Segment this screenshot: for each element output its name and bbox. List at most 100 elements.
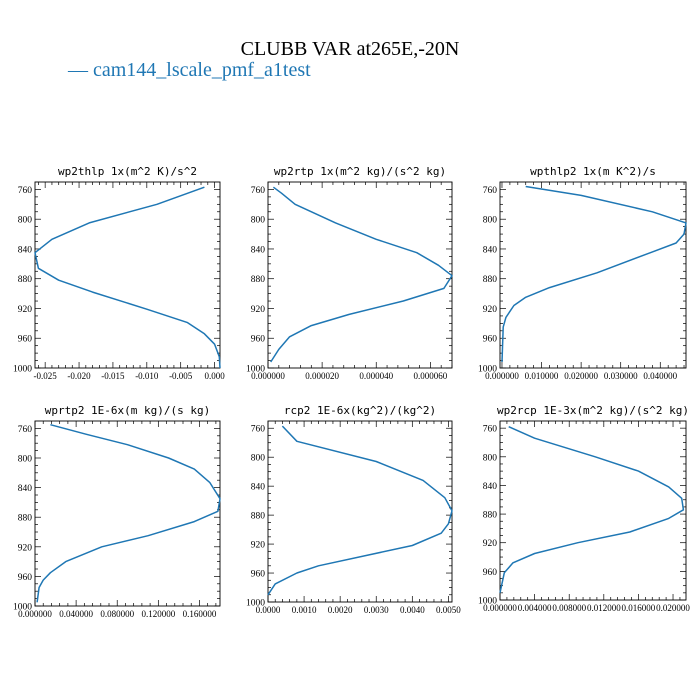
y-tick-label: 760 — [18, 186, 33, 196]
x-tick-label: 0.030000 — [604, 371, 638, 381]
y-tick-label: 960 — [18, 335, 33, 345]
x-tick-label: 0.000000 — [483, 603, 517, 613]
panel-title: wp2rcp 1E-3x(m^2 kg)/(s^2 kg) — [497, 404, 689, 417]
x-tick-label: 0.008000 — [552, 603, 586, 613]
y-tick-label: 880 — [18, 514, 33, 524]
chart-panel-3: wpthlp2 1x(m K^2)/s 760 800 840 880 920 960 100… — [478, 165, 687, 381]
y-tick-label: 920 — [18, 543, 33, 553]
x-tick-label: 0.016000 — [622, 603, 656, 613]
y-tick-label: 760 — [483, 186, 498, 196]
y-tick-label: 1000 — [478, 597, 497, 607]
x-tick-label: 0.0050 — [436, 605, 461, 615]
y-tick-label: 960 — [251, 570, 266, 580]
panel-title: wpthlp2 1x(m K^2)/s — [530, 165, 656, 178]
x-tick-label: -0.005 — [169, 371, 193, 381]
x-tick-label: 0.004000 — [518, 603, 552, 613]
y-tick-label: 800 — [483, 453, 498, 463]
y-tick-label: 800 — [251, 454, 266, 464]
y-tick-label: 840 — [18, 245, 33, 255]
y-tick-label: 960 — [483, 568, 498, 578]
x-tick-label: 0.000040 — [359, 371, 393, 381]
chart-panel-6: wp2rcp 1E-3x(m^2 kg)/(s^2 kg) 760 800 840 88… — [478, 404, 690, 613]
plot-frame — [499, 181, 687, 369]
y-tick-label: 880 — [251, 512, 266, 522]
y-tick-label: 760 — [251, 425, 266, 435]
x-tick-label: 0.0040 — [400, 605, 425, 615]
y-tick-label: 1000 — [478, 365, 497, 375]
x-tick-label: -0.015 — [101, 371, 125, 381]
x-tick-label: 0.000060 — [413, 371, 447, 381]
y-tick-label: 1000 — [246, 599, 265, 609]
y-tick-label: 960 — [251, 335, 266, 345]
x-tick-label: 0.0010 — [292, 605, 317, 615]
x-tick-label: -0.025 — [34, 371, 58, 381]
y-tick-label: 800 — [483, 216, 498, 226]
y-tick-label: 800 — [18, 216, 33, 226]
chart-panel-5: rcp2 1E-6x(kg^2)/(kg^2) 760 800 840 880 920 96… — [246, 404, 461, 615]
x-tick-label: -0.010 — [135, 371, 159, 381]
y-tick-label: 1000 — [13, 603, 32, 613]
plot-frame — [34, 420, 221, 607]
y-tick-label: 760 — [483, 425, 498, 435]
series-line — [499, 426, 685, 593]
y-tick-label: 960 — [18, 573, 33, 583]
x-tick-label: 0.0020 — [328, 605, 353, 615]
series-line — [501, 185, 687, 363]
y-tick-label: 960 — [483, 335, 498, 345]
series-line — [34, 186, 221, 369]
plot-frame — [267, 420, 453, 603]
x-tick-label: 0.0000 — [256, 605, 281, 615]
x-tick-label: 0.010000 — [525, 371, 559, 381]
series-line — [270, 186, 453, 363]
panel-title: wp2thlp 1x(m^2 K)/s^2 — [58, 165, 197, 178]
y-tick-label: 840 — [483, 245, 498, 255]
chart-panel-2: wp2rtp 1x(m^2 kg)/(s^2 kg) 760 800 840 880 92… — [246, 165, 453, 381]
y-tick-label: 1000 — [13, 365, 32, 375]
x-tick-label: 0.000 — [204, 371, 225, 381]
x-tick-label: 0.120000 — [141, 609, 175, 619]
x-tick-label: 0.000020 — [305, 371, 339, 381]
y-tick-label: 880 — [483, 511, 498, 521]
y-tick-label: 880 — [251, 275, 266, 285]
y-tick-label: 880 — [18, 275, 33, 285]
plot-frame — [267, 181, 453, 369]
y-tick-label: 760 — [18, 425, 33, 435]
x-tick-label: 0.0030 — [364, 605, 389, 615]
x-tick-label: 0.020000 — [656, 603, 690, 613]
y-tick-label: 840 — [18, 484, 33, 494]
chart-panel-1: wp2thlp 1x(m^2 K)/s^2 760 800 840 880 920 960 1… — [13, 165, 225, 381]
x-tick-label: 0.000000 — [485, 371, 519, 381]
panel-title: wprtp2 1E-6x(m kg)/(s kg) — [45, 404, 211, 417]
panel-title: wp2rtp 1x(m^2 kg)/(s^2 kg) — [274, 165, 446, 178]
x-tick-label: 0.012000 — [587, 603, 621, 613]
y-tick-label: 920 — [18, 305, 33, 315]
x-tick-label: 0.000000 — [251, 371, 285, 381]
panel-title: rcp2 1E-6x(kg^2)/(kg^2) — [284, 404, 436, 417]
y-tick-label: 920 — [251, 305, 266, 315]
series-line — [267, 425, 453, 596]
legend-entry: — cam144_lscale_pmf_a1test — [68, 59, 311, 81]
chart-panel-4: wprtp2 1E-6x(m kg)/(s kg) 760 800 840 880 920… — [13, 404, 221, 619]
x-tick-label: 0.000000 — [18, 609, 52, 619]
y-tick-label: 840 — [483, 482, 498, 492]
y-tick-label: 800 — [251, 216, 266, 226]
plot-frame — [34, 181, 221, 369]
x-tick-label: -0.020 — [67, 371, 91, 381]
plot-frame — [499, 420, 687, 601]
x-tick-label: 0.160000 — [183, 609, 217, 619]
x-tick-label: 0.080000 — [100, 609, 134, 619]
series-line — [36, 423, 221, 603]
x-tick-label: 0.020000 — [564, 371, 598, 381]
y-tick-label: 800 — [18, 455, 33, 465]
y-tick-label: 840 — [251, 245, 266, 255]
x-tick-label: 0.040000 — [59, 609, 93, 619]
figure-title: CLUBB VAR at265E,-20N — [240, 38, 460, 60]
y-tick-label: 840 — [251, 483, 266, 493]
x-tick-label: 0.040000 — [643, 371, 677, 381]
y-tick-label: 920 — [483, 305, 498, 315]
y-tick-label: 1000 — [246, 365, 265, 375]
y-tick-label: 920 — [483, 539, 498, 549]
y-tick-label: 920 — [251, 541, 266, 551]
y-tick-label: 880 — [483, 275, 498, 285]
